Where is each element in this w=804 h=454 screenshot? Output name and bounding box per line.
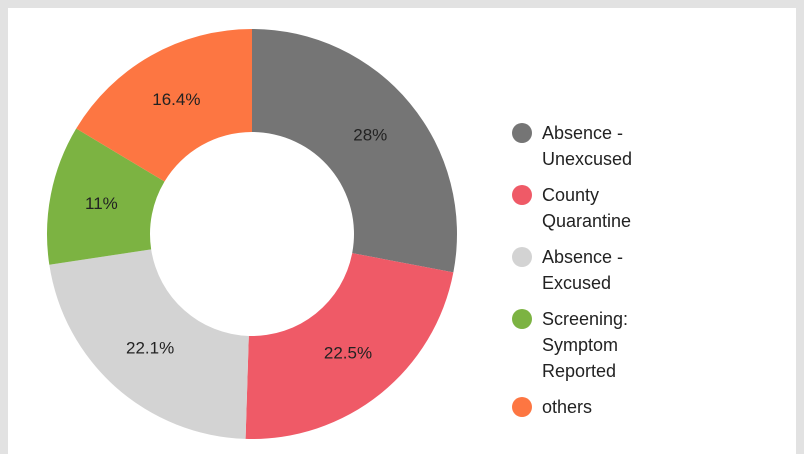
slice-label: 22.5% — [324, 343, 372, 362]
legend-label: others — [542, 397, 593, 417]
slice-label: 22.1% — [126, 338, 174, 357]
slice-label: 16.4% — [152, 90, 200, 109]
slice — [252, 29, 458, 273]
legend: Absence - Unexcused County Quarantine Abse… — [512, 120, 692, 420]
legend-swatch — [512, 185, 532, 205]
legend-swatch — [512, 247, 532, 267]
slice — [47, 128, 165, 265]
legend-swatch — [512, 309, 532, 329]
legend-label: Screening: Symptom Reported — [542, 309, 629, 381]
legend-label: County Quarantine — [542, 185, 632, 231]
legend-swatch — [512, 123, 532, 143]
legend-item: County Quarantine — [512, 182, 692, 234]
legend-label: Absence - Unexcused — [542, 123, 633, 169]
legend-item: others — [512, 394, 692, 420]
legend-item: Absence - Unexcused — [512, 120, 692, 172]
slice-label: 11% — [85, 194, 118, 213]
slice — [49, 249, 249, 439]
legend-label: Absence - Excused — [542, 247, 624, 293]
legend-item: Screening: Symptom Reported — [512, 306, 692, 384]
slice — [76, 29, 253, 182]
slice — [245, 253, 454, 439]
legend-item: Absence - Excused — [512, 244, 692, 296]
slice-label: 28% — [353, 126, 387, 145]
legend-swatch — [512, 397, 532, 417]
